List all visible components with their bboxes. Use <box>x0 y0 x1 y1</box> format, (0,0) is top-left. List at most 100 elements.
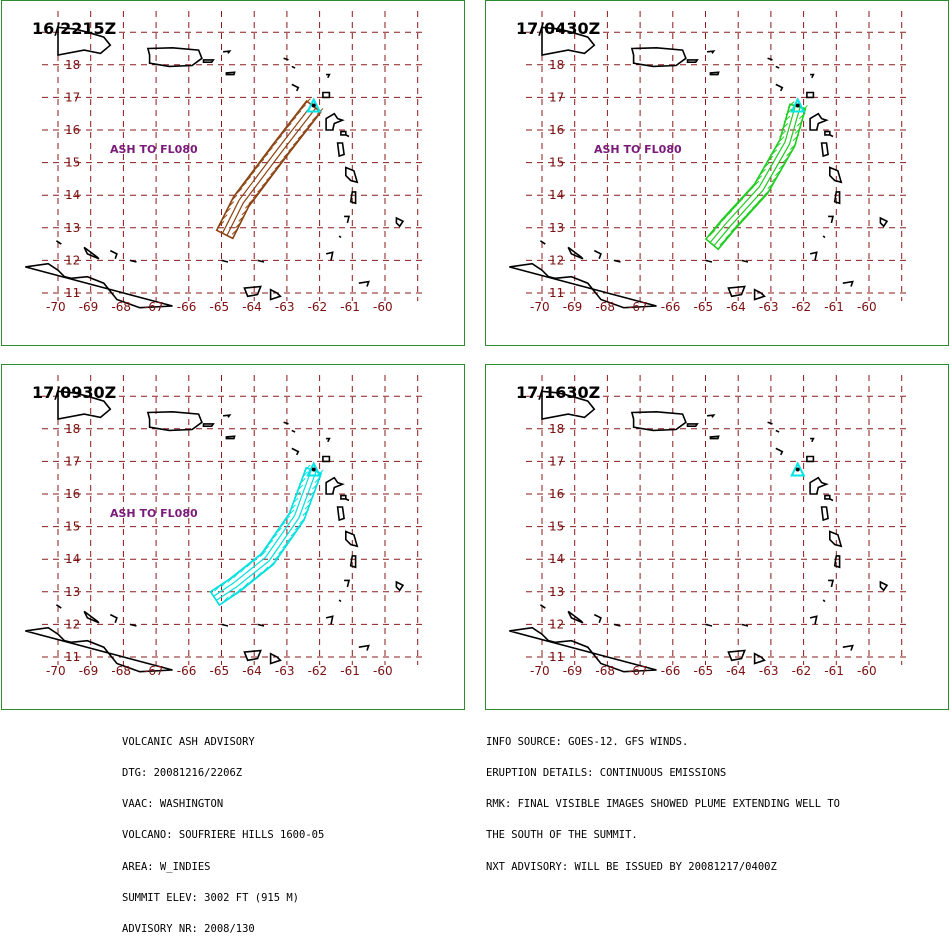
volcano-triangle-icon <box>306 97 322 113</box>
lon-tick-label: -68 <box>111 664 131 678</box>
plume-outline <box>215 99 322 240</box>
coastline-shape <box>613 259 621 263</box>
map-svg: 11 12 13 14 15 16 17 18 -70 -69 -68 -67 -66 -65 -64 -63… <box>25 11 422 314</box>
lon-tick-label: -61 <box>340 300 360 314</box>
plume-hatch <box>730 204 738 212</box>
coastline-shape <box>567 610 584 624</box>
coastline-shape <box>109 613 118 624</box>
coastline-shape <box>57 26 112 56</box>
plume-hatch <box>283 515 291 523</box>
plume-hatch <box>283 151 291 158</box>
plume-hatch <box>714 223 721 230</box>
coastline-shape <box>824 130 831 136</box>
plume-hatch <box>735 219 743 227</box>
plume-hatch <box>781 123 789 130</box>
panel-time-label: 17/0430Z <box>516 19 601 38</box>
plume-inner-line <box>221 104 313 234</box>
lat-tick-label: 15 <box>549 520 564 534</box>
coastline-shape <box>340 130 347 136</box>
coastline-shape <box>829 530 843 548</box>
coastline-shape <box>541 390 596 420</box>
plume-hatch <box>248 170 256 178</box>
axis-ticks: 11 12 13 14 15 16 17 18 -70 -69 -68 -67 -66 -65 -64 -63… <box>46 58 393 314</box>
lon-tick-label: -68 <box>595 664 615 678</box>
coastline-shape <box>539 240 546 245</box>
advisory-line: VAAC: WASHINGTON <box>122 798 224 811</box>
advisory-line: VOLCANO: SOUFRIERE HILLS 1600-05 <box>122 829 325 842</box>
plume-hatch <box>782 156 790 163</box>
plume-hatch <box>291 497 299 505</box>
plume-hatch <box>767 182 775 189</box>
lon-tick-label: -62 <box>792 300 812 314</box>
coastline-shape <box>833 555 841 569</box>
plume-hatch <box>725 210 733 218</box>
coastline-shape <box>509 626 657 673</box>
coastline-shape <box>820 506 829 522</box>
coastline-shape <box>395 580 405 592</box>
plume-hatch <box>719 216 727 224</box>
plume-hatch <box>246 560 254 568</box>
plume-hatch <box>261 566 269 574</box>
panel-time-label: 16/2215Z <box>32 19 117 38</box>
coastline-shape <box>753 652 766 665</box>
plume-hatch <box>302 126 310 134</box>
coastline-shape <box>349 555 357 569</box>
plume-hatch <box>288 144 295 152</box>
lon-tick-label: -60 <box>857 664 877 678</box>
plume-hatch <box>257 185 264 193</box>
coastline-shape <box>509 262 657 309</box>
coastline-shape <box>829 498 834 502</box>
plume-hatch <box>752 180 760 188</box>
plume-inner-line <box>226 107 317 236</box>
lat-tick-label: 17 <box>549 90 564 104</box>
lon-tick-label: -63 <box>759 664 779 678</box>
plume-hatch <box>794 127 802 134</box>
coastline-shape <box>345 166 359 184</box>
coastline-shape <box>129 259 137 263</box>
plume-hatch <box>778 162 786 170</box>
coastline-shape <box>325 615 334 625</box>
axis-ticks: 11 12 13 14 15 16 17 18 -70 -69 -68 -67 -66 -65 -64 -63… <box>46 422 393 678</box>
coastline-shape <box>269 652 282 665</box>
coastline-shape <box>322 91 331 99</box>
axis-ticks: 11 12 13 14 15 16 17 18 -70 -69 -68 -67 -66 -65 -64 -63… <box>530 422 877 678</box>
plume-hatch <box>231 228 239 235</box>
lon-tick-label: -62 <box>308 664 328 678</box>
plume-hatch <box>777 136 785 143</box>
plume-hatch <box>286 535 294 543</box>
coastline-shape <box>539 604 546 609</box>
lon-tick-label: -64 <box>242 664 262 678</box>
plume-hatch <box>244 176 252 183</box>
plume-hatch <box>304 98 311 105</box>
map-svg: 11 12 13 14 15 16 17 18 -70 -69 -68 -67 -66 -65 -64 -63… <box>25 375 422 678</box>
coastline-shape <box>705 259 713 263</box>
plume-hatch <box>266 539 274 547</box>
coastline-shape <box>822 235 826 239</box>
coastline-shape <box>243 649 262 662</box>
plume-hatch <box>724 232 732 239</box>
plume-hatch <box>766 155 774 163</box>
lat-tick-label: 11 <box>549 650 564 664</box>
lon-tick-label: -70 <box>46 664 66 678</box>
volcano-triangle-icon <box>306 461 322 477</box>
plume-hatch <box>312 482 319 490</box>
plume-hatch <box>708 229 716 237</box>
lat-tick-label: 13 <box>65 585 80 599</box>
plume-hatch <box>222 596 229 604</box>
advisory-line: VOLCANIC ASH ADVISORY <box>122 735 255 748</box>
advisory-line: SUMMIT ELEV: 3002 FT (915 M) <box>122 891 300 904</box>
ash-level-label: ASH TO FL080 <box>594 143 682 156</box>
lat-lon-grid <box>42 11 422 301</box>
plume-hatch <box>755 175 763 183</box>
lon-tick-label: -69 <box>563 664 583 678</box>
plume-hatch <box>241 208 249 216</box>
plume-hatch <box>253 164 260 172</box>
coastline-shape <box>767 57 773 61</box>
plume-hatch <box>736 198 743 206</box>
plume-hatch <box>244 201 252 209</box>
plume-hatch <box>227 201 235 209</box>
advisory-line: NXT ADVISORY: WILL BE ISSUED BY 20081217… <box>486 860 777 873</box>
coastline-shape <box>326 437 331 443</box>
lon-tick-label: -65 <box>210 300 230 314</box>
coastline-shape <box>809 615 818 625</box>
